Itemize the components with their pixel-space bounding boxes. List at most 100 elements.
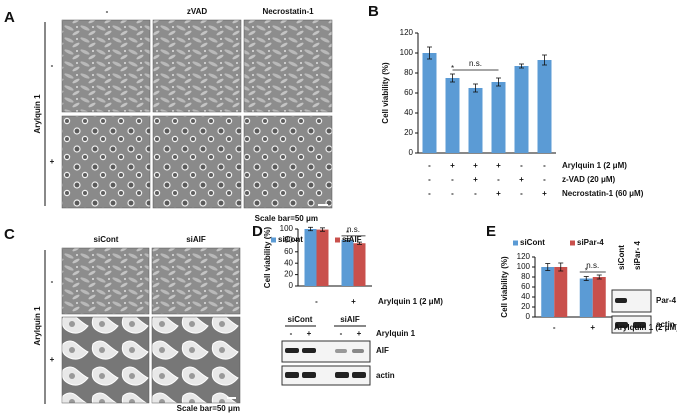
blot-band: [302, 348, 316, 353]
y-tick-label: 60: [404, 88, 413, 97]
blot-treatment: Arylquin 1: [376, 329, 416, 338]
column-header: siCont: [94, 235, 119, 244]
x-tick-label: +: [590, 323, 595, 332]
y-tick-label: 0: [289, 281, 294, 290]
row-title: Arylquin 1: [33, 94, 42, 134]
y-tick-label: 60: [521, 282, 530, 291]
micrograph: [152, 19, 242, 113]
condition-sign: -: [428, 161, 431, 170]
significance-mark: *: [451, 64, 454, 73]
condition-sign: -: [474, 189, 477, 198]
condition-label: z-VAD (20 μM): [562, 175, 616, 184]
row-title: Arylquin 1: [33, 306, 42, 346]
significance-mark: *: [346, 229, 349, 238]
x-tick-label: +: [351, 297, 356, 306]
bar: [579, 278, 593, 317]
row-label: -: [51, 61, 54, 70]
micrograph: [61, 247, 150, 315]
condition-sign: +: [473, 175, 478, 184]
micrograph: [61, 316, 150, 404]
x-axis-label: Arylquin 1 (2 μM): [614, 323, 677, 332]
bar: [541, 267, 555, 317]
blot-header: siCont: [617, 245, 626, 270]
legend-swatch: [570, 240, 575, 246]
blot-band: [352, 372, 366, 378]
micrograph: [151, 247, 241, 315]
condition-sign: -: [543, 175, 546, 184]
y-axis-label: Cell viability (%): [263, 226, 272, 288]
blot-box: [611, 315, 652, 334]
column-header: -: [106, 7, 109, 16]
blot-band: [302, 372, 316, 378]
panel-label: B: [368, 3, 379, 20]
bar: [353, 243, 366, 286]
bar: [468, 88, 483, 153]
condition-sign: -: [543, 161, 546, 170]
condition-label: Necrostatin-1 (60 μM): [562, 189, 644, 198]
legend-label: siCont: [520, 238, 545, 247]
condition-sign: +: [519, 175, 524, 184]
blot-sign: -: [340, 329, 343, 338]
legend-label: siCont: [278, 235, 303, 244]
blot-band-label: Par-4: [656, 296, 677, 305]
bar: [316, 229, 329, 286]
row-label: +: [50, 355, 55, 364]
y-tick-label: 80: [521, 272, 530, 281]
legend-swatch: [335, 237, 340, 243]
condition-sign: -: [520, 161, 523, 170]
x-tick-label: -: [553, 323, 556, 332]
micrograph: [61, 115, 151, 209]
y-tick-label: 120: [517, 252, 531, 261]
blot-band: [352, 349, 364, 353]
y-tick-label: 80: [284, 236, 293, 245]
blot-box: [281, 365, 371, 386]
legend-label: siPar-4: [577, 238, 604, 247]
x-tick-label: -: [315, 297, 318, 306]
blot-band: [633, 322, 646, 328]
condition-sign: +: [450, 161, 455, 170]
micrograph: [243, 115, 333, 209]
blot-band: [615, 322, 628, 328]
scale-bar-label: Scale bar=50 μm: [255, 214, 318, 223]
y-tick-label: 0: [409, 148, 414, 157]
blot-band-label: actin: [376, 371, 395, 380]
blot-sign: +: [307, 329, 312, 338]
blot-band: [615, 298, 627, 303]
blot-box: [611, 289, 652, 313]
blot-header: siAIF: [340, 315, 360, 324]
y-axis-label: Cell viability (%): [500, 256, 509, 318]
blot-band: [285, 372, 299, 378]
legend-label: siAIF: [342, 235, 362, 244]
blot-band: [285, 348, 299, 353]
y-axis-label: Cell viability (%): [381, 62, 390, 124]
micrograph: [61, 19, 151, 113]
scale-bar-label: Scale bar=50 μm: [177, 404, 240, 413]
bar: [445, 78, 460, 153]
blot-band: [335, 349, 347, 353]
blot-sign: +: [357, 329, 362, 338]
y-tick-label: 20: [521, 302, 530, 311]
bar: [341, 239, 354, 286]
blot-band: [335, 372, 349, 378]
panel-label: E: [486, 223, 496, 240]
y-tick-label: 40: [284, 258, 293, 267]
blot-header: siCont: [288, 315, 313, 324]
condition-sign: -: [428, 189, 431, 198]
y-tick-label: 100: [400, 48, 414, 57]
bar: [592, 277, 606, 317]
legend-swatch: [271, 237, 276, 243]
bar: [537, 60, 552, 153]
ns-label: n.s.: [586, 261, 599, 270]
y-tick-label: 100: [280, 224, 294, 233]
panel-label: D: [252, 223, 263, 240]
bar: [422, 53, 437, 153]
y-tick-label: 40: [404, 108, 413, 117]
panel-label: C: [4, 226, 15, 243]
panel-label: A: [4, 9, 15, 26]
condition-sign: +: [496, 189, 501, 198]
column-header: siAIF: [186, 235, 206, 244]
bar: [514, 66, 529, 153]
column-header: zVAD: [187, 7, 208, 16]
condition-sign: -: [451, 189, 454, 198]
bar: [491, 82, 506, 153]
